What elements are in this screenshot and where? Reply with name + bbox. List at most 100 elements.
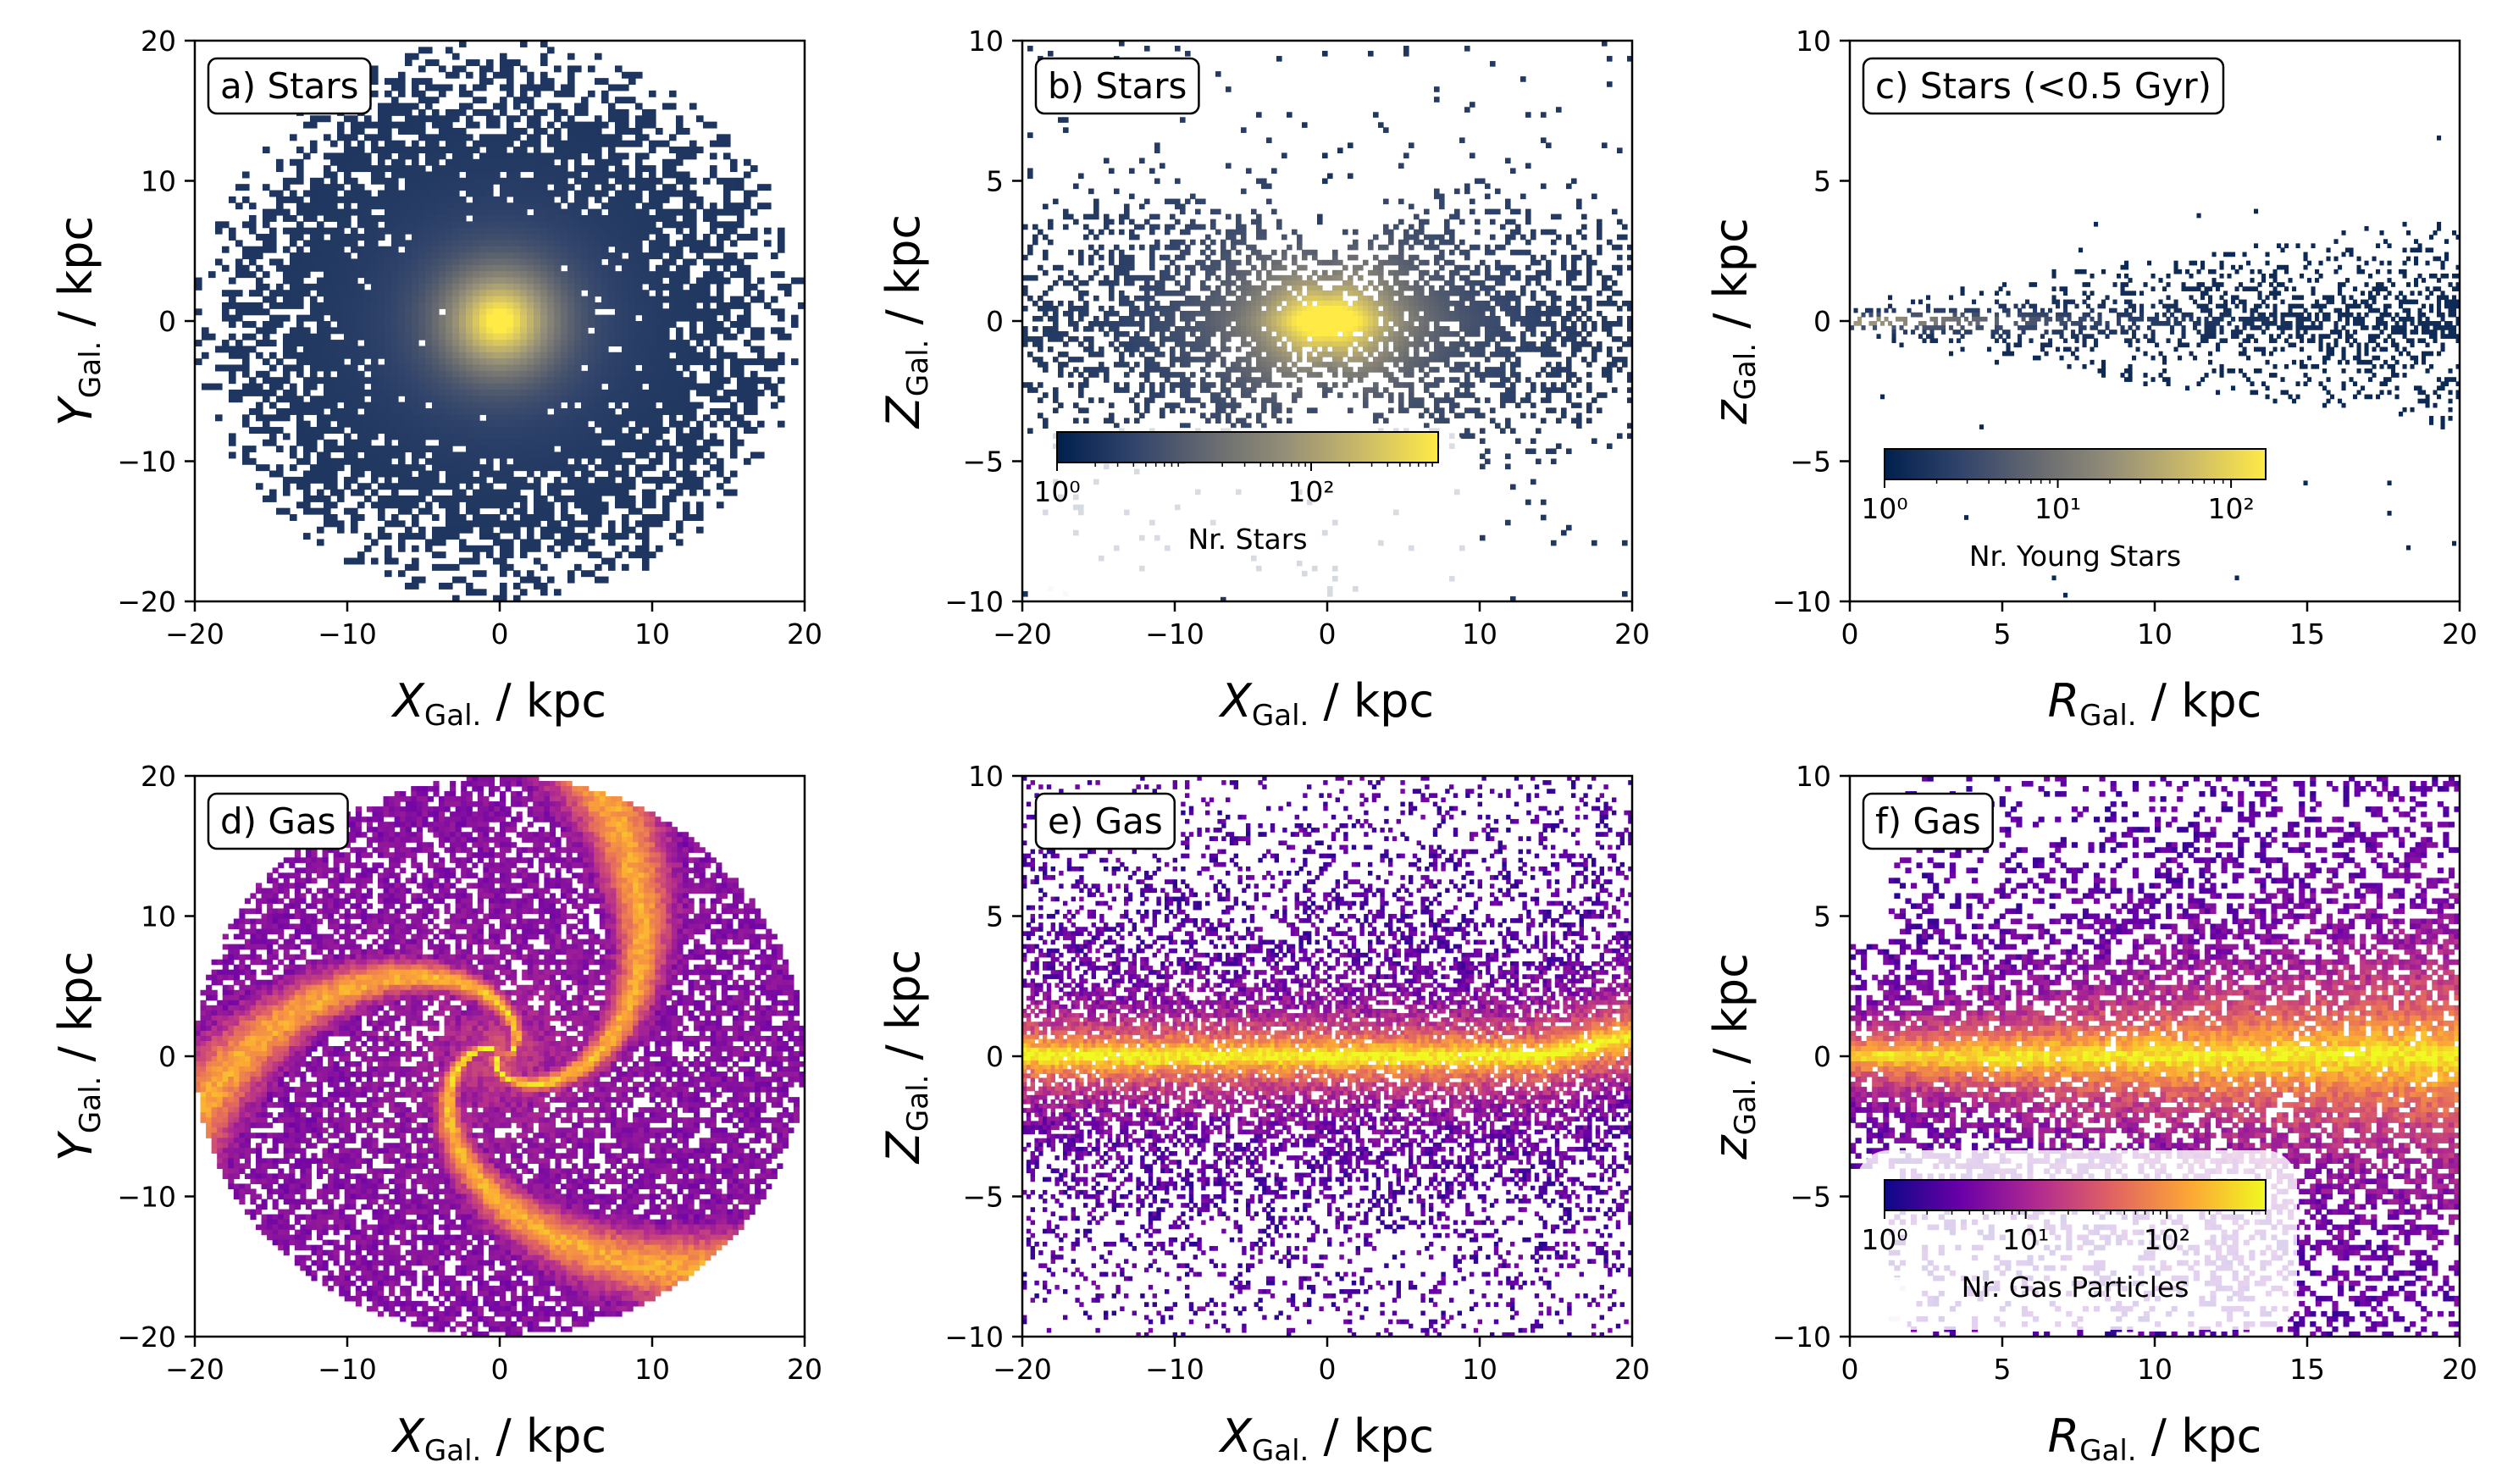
heatmap-cell [581,103,589,110]
heatmap-cell [642,358,650,365]
heatmap-cell [425,265,433,272]
heatmap-cell [364,315,372,322]
heatmap-cell [256,234,263,241]
heatmap-cell [351,334,358,341]
heatmap-cell [303,508,311,515]
heatmap-cell [554,141,562,147]
heatmap-cell [1058,372,1064,378]
heatmap-cell [446,527,453,534]
heatmap-cell [439,483,446,490]
heatmap-cell [493,384,501,390]
heatmap-cell [588,402,595,409]
heatmap-cell [452,508,460,515]
heatmap-cell [418,284,426,291]
heatmap-cell [418,446,426,452]
heatmap-cell [371,490,379,496]
heatmap-cell [452,165,460,172]
heatmap-cell [567,215,575,222]
heatmap-cell [527,520,534,527]
heatmap-cell [642,327,650,334]
heatmap-cell [405,414,412,421]
heatmap-cell [351,527,358,534]
heatmap-cell [466,228,473,235]
heatmap-cell [1058,336,1064,342]
heatmap-cell [588,165,595,172]
heatmap-cell [296,458,304,465]
heatmap-cell [689,352,697,359]
heatmap-cell [567,72,575,79]
heatmap-cell [635,258,643,265]
heatmap-cell [1088,341,1094,347]
heatmap-cell [601,296,609,303]
heatmap-cell [656,408,663,415]
heatmap-cell [547,358,555,365]
heatmap-cell [601,358,609,365]
heatmap-cell [418,421,426,428]
heatmap-cell [595,477,602,484]
heatmap-cell [242,321,250,328]
heatmap-cell [337,184,345,191]
heatmap-cell [689,514,697,521]
heatmap-cell [425,221,433,228]
heatmap-cell [540,59,548,66]
heatmap-cell [615,246,623,253]
heatmap-cell [351,421,358,428]
heatmap-cell [1068,280,1074,286]
heatmap-cell [500,53,507,60]
heatmap-cell [500,72,507,79]
heatmap-cell [500,551,507,558]
heatmap-cell [540,564,548,571]
heatmap-cell [608,197,616,203]
heatmap-cell [683,221,690,228]
heatmap-cell [486,258,494,265]
heatmap-cell [554,377,562,384]
heatmap-cell [290,384,297,390]
heatmap-cell [452,215,460,222]
heatmap-cell [269,234,277,241]
heatmap-cell [439,315,446,322]
heatmap-cell [642,165,650,172]
heatmap-cell [1099,346,1104,352]
heatmap-cell [567,202,575,209]
heatmap-cell [662,209,670,216]
heatmap-cell [561,545,568,552]
heatmap-cell [662,501,670,508]
heatmap-cell [1109,285,1115,291]
heatmap-cell [446,340,453,346]
heatmap-cell [385,545,392,552]
heatmap-cell [296,278,304,285]
heatmap-cell [378,228,385,235]
heatmap-cell [418,390,426,396]
heatmap-cell [1053,311,1059,317]
heatmap-cell [567,184,575,191]
heatmap-cell [283,396,291,402]
heatmap-cell [608,377,616,384]
heatmap-cell [432,414,440,421]
heatmap-cell [717,464,724,471]
heatmap-cell [324,209,331,216]
heatmap-cell [452,471,460,478]
heatmap-cell [1093,316,1099,322]
heatmap-cell [364,414,372,421]
heatmap-cell [412,165,419,172]
heatmap-cell [493,321,501,328]
heatmap-cell [215,258,223,265]
heatmap-cell [561,364,568,371]
heatmap-cell [662,371,670,378]
heatmap-cell [513,427,521,434]
heatmap-cell [439,464,446,471]
heatmap-cell [310,334,318,341]
heatmap-cell [635,178,643,185]
heatmap-cell [357,558,365,565]
heatmap-cell [364,215,372,222]
heatmap-cell [473,258,480,265]
heatmap-cell [425,545,433,552]
heatmap-cell [357,308,365,315]
heatmap-cell [622,246,629,253]
heatmap-cell [506,209,514,216]
heatmap-cell [608,147,616,153]
heatmap-cell [581,433,589,440]
panel-a: −20 −10 0 10 2020100−10−20XGal. / kpcYGal. /… [49,25,822,733]
heatmap-cell [615,340,623,346]
heatmap-cell [432,171,440,178]
